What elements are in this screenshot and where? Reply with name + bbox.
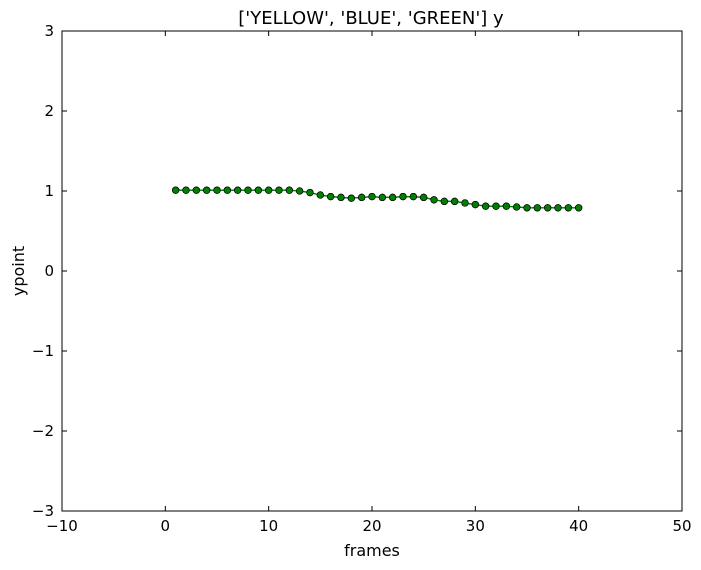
data-point-2 [223, 186, 231, 194]
data-point-2 [213, 186, 221, 194]
series-layer [172, 186, 583, 212]
x-tick-label: 30 [466, 517, 485, 535]
series-line-2 [175, 189, 579, 209]
data-point-2 [523, 204, 531, 212]
data-point-2 [389, 193, 397, 201]
data-point-2 [234, 186, 242, 194]
y-axis-label: ypoint [9, 246, 28, 296]
y-tick-label: −2 [32, 422, 54, 440]
y-tick-label: 2 [44, 102, 54, 120]
data-point-2 [482, 202, 490, 210]
y-tick-label: 1 [44, 182, 54, 200]
data-point-2 [306, 189, 314, 197]
data-point-2 [368, 193, 376, 201]
data-point-2 [533, 204, 541, 212]
data-point-2 [564, 204, 572, 212]
x-tick-label: 0 [161, 517, 171, 535]
data-point-2 [420, 193, 428, 201]
data-point-2 [461, 199, 469, 207]
data-point-2 [471, 201, 479, 209]
x-tick-label: 10 [259, 517, 278, 535]
data-point-2 [275, 186, 283, 194]
data-point-2 [358, 193, 366, 201]
data-point-2 [544, 204, 552, 212]
data-point-2 [575, 204, 583, 212]
x-tick-label: 50 [672, 517, 691, 535]
data-point-2 [440, 197, 448, 205]
data-point-2 [399, 193, 407, 201]
x-tick-label: −10 [46, 517, 78, 535]
data-point-2 [203, 186, 211, 194]
data-point-2 [265, 186, 273, 194]
data-point-2 [192, 186, 200, 194]
y-tick-label: 3 [44, 22, 54, 40]
data-point-2 [409, 193, 417, 201]
x-tick-label: 40 [569, 517, 588, 535]
data-point-2 [327, 193, 335, 201]
data-point-2 [554, 204, 562, 212]
data-point-2 [502, 202, 510, 210]
data-point-2 [430, 196, 438, 204]
y-tick-label: −1 [32, 342, 54, 360]
data-point-2 [172, 186, 180, 194]
x-tick-label: 20 [362, 517, 381, 535]
data-point-2 [451, 197, 459, 205]
y-tick-label: −3 [32, 502, 54, 520]
data-point-2 [254, 186, 262, 194]
data-point-2 [513, 203, 521, 211]
y-tick-label: 0 [44, 262, 54, 280]
data-point-2 [244, 186, 252, 194]
data-point-2 [347, 194, 355, 202]
data-point-2 [285, 186, 293, 194]
x-axis-label: frames [344, 541, 400, 560]
data-point-2 [296, 187, 304, 195]
data-point-2 [316, 191, 324, 199]
data-point-2 [337, 193, 345, 201]
data-point-2 [378, 193, 386, 201]
data-point-2 [492, 202, 500, 210]
data-point-2 [182, 186, 190, 194]
chart-title: ['YELLOW', 'BLUE', 'GREEN'] y [238, 8, 504, 29]
